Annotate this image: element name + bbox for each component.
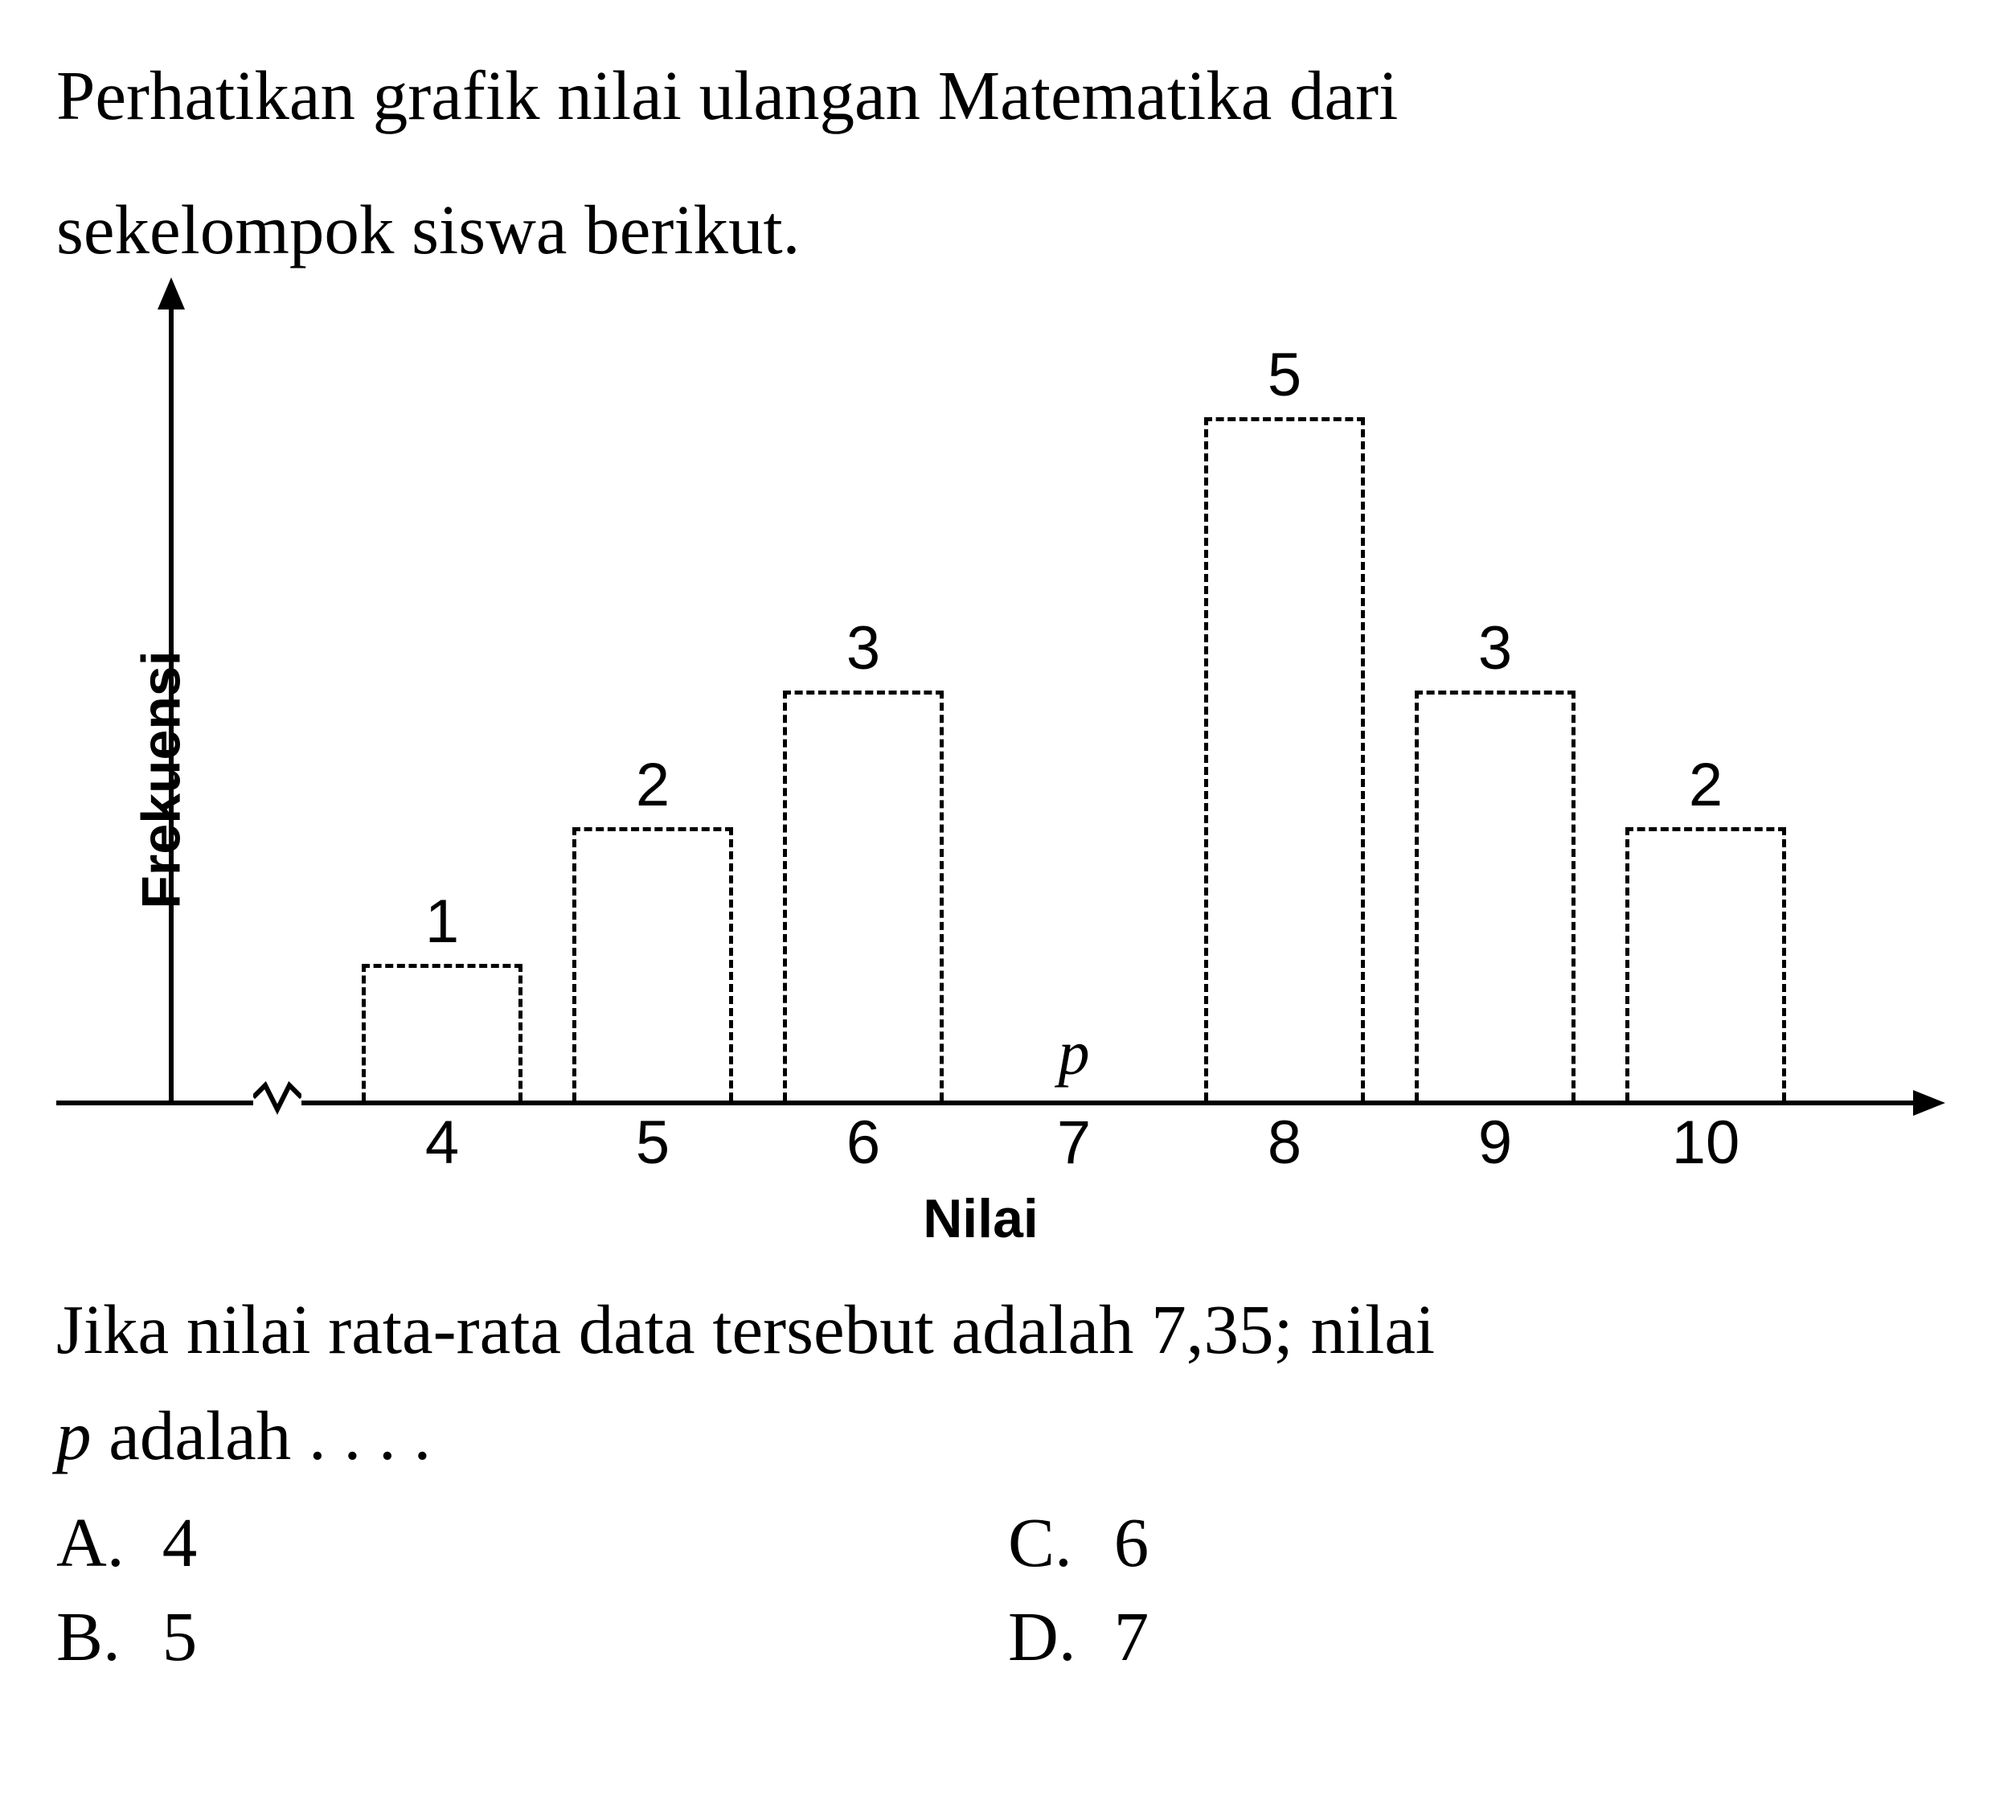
category-label: 4 [362, 1108, 522, 1178]
option-b-value: 5 [162, 1597, 198, 1675]
y-axis-line [169, 301, 174, 1105]
question-line1: Perhatikan grafik nilai ulangan Matemati… [56, 48, 1960, 142]
option-a-value: 4 [162, 1503, 198, 1581]
bar-value-label: 1 [362, 887, 522, 957]
bar-chart: Frekuensi 142536p75839210 Nilai [56, 318, 1905, 1242]
category-label: 10 [1625, 1108, 1786, 1178]
bar [783, 691, 944, 1101]
option-a-letter: A. [56, 1495, 145, 1589]
option-d-value: 7 [1114, 1597, 1149, 1675]
y-arrow-icon [158, 277, 185, 309]
bar-value-label: 5 [1204, 340, 1365, 410]
x-axis-label: Nilai [923, 1187, 1039, 1250]
category-label: 8 [1204, 1108, 1365, 1178]
bar [1415, 691, 1576, 1101]
option-a: A. 4 [56, 1495, 1008, 1589]
question-line2: sekelompok siswa berikut. [56, 182, 1960, 277]
option-c-value: 6 [1114, 1503, 1149, 1581]
category-label: 7 [994, 1108, 1154, 1178]
option-c: C. 6 [1008, 1495, 1960, 1589]
p-label: p [994, 1017, 1154, 1089]
variable-p: p [56, 1396, 92, 1474]
category-label: 5 [572, 1108, 733, 1178]
bar-value-label: 3 [783, 613, 944, 683]
bar [1204, 417, 1365, 1101]
x-arrow-icon [1913, 1090, 1945, 1116]
bar [572, 827, 733, 1101]
category-label: 9 [1415, 1108, 1576, 1178]
option-b-letter: B. [56, 1589, 145, 1683]
bar [362, 964, 522, 1101]
bars-area: 142536p75839210 [362, 318, 1857, 1105]
plot-area: 142536p75839210 [169, 318, 1889, 1105]
option-c-letter: C. [1008, 1495, 1096, 1589]
answer-prompt-line1: Jika nilai rata-rata data tersebut adala… [56, 1282, 1960, 1376]
option-b: B. 5 [56, 1589, 1008, 1683]
bar-value-label: 3 [1415, 613, 1576, 683]
category-label: 6 [783, 1108, 944, 1178]
bar-value-label: 2 [1625, 750, 1786, 820]
bar-value-label: 2 [572, 750, 733, 820]
answer-prompt-suffix: adalah . . . . [92, 1396, 432, 1474]
option-d-letter: D. [1008, 1589, 1096, 1683]
options-row-2: B. 5 D. 7 [56, 1589, 1960, 1683]
options-row-1: A. 4 C. 6 [56, 1495, 1960, 1589]
axis-break-icon [253, 1077, 301, 1125]
bar [1625, 827, 1786, 1101]
answer-prompt-line2: p adalah . . . . [56, 1388, 1960, 1482]
option-d: D. 7 [1008, 1589, 1960, 1683]
